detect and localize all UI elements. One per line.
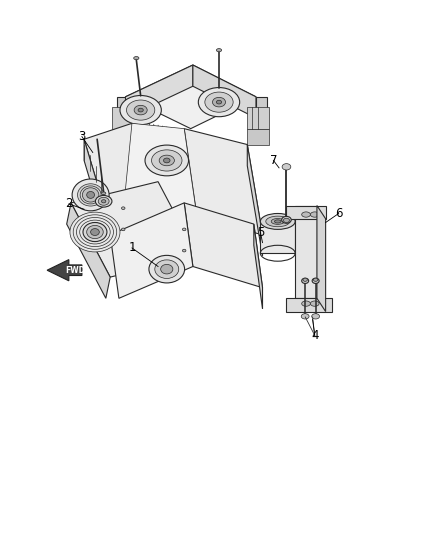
- Ellipse shape: [159, 155, 174, 166]
- Ellipse shape: [161, 264, 173, 274]
- Polygon shape: [254, 224, 262, 309]
- Ellipse shape: [134, 56, 139, 60]
- Ellipse shape: [138, 108, 143, 112]
- Ellipse shape: [314, 278, 318, 281]
- Ellipse shape: [301, 314, 309, 319]
- Text: 3: 3: [78, 130, 85, 143]
- Ellipse shape: [127, 100, 155, 120]
- Polygon shape: [193, 65, 256, 118]
- Polygon shape: [110, 203, 193, 298]
- Text: 2: 2: [65, 197, 73, 211]
- Text: 7: 7: [270, 154, 277, 167]
- Polygon shape: [317, 206, 325, 312]
- Ellipse shape: [311, 212, 319, 217]
- Ellipse shape: [149, 255, 185, 283]
- Ellipse shape: [205, 92, 233, 112]
- Ellipse shape: [98, 197, 109, 205]
- Polygon shape: [84, 139, 119, 277]
- Polygon shape: [260, 221, 295, 253]
- Polygon shape: [247, 128, 269, 144]
- Ellipse shape: [83, 222, 107, 241]
- Polygon shape: [247, 108, 269, 128]
- Polygon shape: [247, 144, 262, 256]
- Text: FWD: FWD: [65, 266, 85, 274]
- Ellipse shape: [91, 229, 99, 236]
- Ellipse shape: [271, 219, 284, 224]
- Ellipse shape: [121, 228, 125, 231]
- Ellipse shape: [302, 278, 309, 284]
- Text: 4: 4: [311, 329, 318, 342]
- Polygon shape: [71, 182, 197, 277]
- Ellipse shape: [121, 207, 125, 209]
- Ellipse shape: [303, 278, 307, 281]
- Ellipse shape: [102, 192, 106, 195]
- Polygon shape: [113, 128, 132, 144]
- Ellipse shape: [183, 228, 186, 231]
- Ellipse shape: [198, 87, 240, 117]
- Ellipse shape: [134, 106, 147, 115]
- Polygon shape: [67, 203, 110, 298]
- Ellipse shape: [312, 314, 320, 319]
- Polygon shape: [117, 97, 125, 118]
- Ellipse shape: [87, 225, 103, 239]
- Polygon shape: [184, 128, 262, 235]
- Ellipse shape: [145, 145, 188, 176]
- Ellipse shape: [216, 49, 222, 52]
- Polygon shape: [113, 108, 132, 128]
- Polygon shape: [256, 97, 267, 118]
- Ellipse shape: [311, 301, 319, 306]
- Ellipse shape: [282, 216, 291, 223]
- Ellipse shape: [212, 98, 226, 107]
- Ellipse shape: [216, 100, 222, 104]
- Ellipse shape: [87, 191, 95, 198]
- Ellipse shape: [70, 212, 120, 252]
- Polygon shape: [84, 123, 167, 256]
- Text: 1: 1: [128, 241, 136, 254]
- Text: 5: 5: [257, 225, 264, 239]
- Ellipse shape: [183, 249, 186, 252]
- Polygon shape: [47, 260, 82, 281]
- Ellipse shape: [275, 220, 281, 223]
- Ellipse shape: [312, 278, 319, 284]
- Ellipse shape: [72, 179, 109, 211]
- Ellipse shape: [95, 196, 112, 207]
- Polygon shape: [119, 123, 197, 256]
- Ellipse shape: [302, 212, 311, 217]
- Polygon shape: [125, 65, 193, 118]
- Ellipse shape: [155, 260, 179, 278]
- Ellipse shape: [302, 301, 311, 306]
- Ellipse shape: [78, 184, 104, 206]
- Ellipse shape: [260, 214, 295, 229]
- Ellipse shape: [266, 216, 290, 227]
- Ellipse shape: [82, 188, 99, 202]
- Ellipse shape: [120, 95, 161, 125]
- Polygon shape: [286, 206, 325, 219]
- Ellipse shape: [152, 150, 182, 171]
- Polygon shape: [295, 206, 317, 298]
- Polygon shape: [125, 65, 256, 128]
- Ellipse shape: [282, 164, 291, 170]
- Ellipse shape: [102, 200, 106, 203]
- Ellipse shape: [283, 218, 290, 222]
- Text: 6: 6: [335, 207, 343, 220]
- Polygon shape: [286, 298, 332, 312]
- Polygon shape: [184, 203, 262, 288]
- Ellipse shape: [163, 158, 170, 163]
